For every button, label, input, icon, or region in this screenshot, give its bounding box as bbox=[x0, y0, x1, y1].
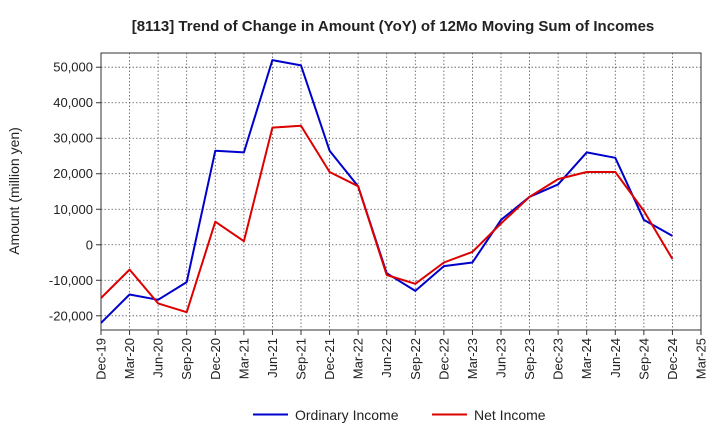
x-tick-label: Sep-22 bbox=[408, 338, 423, 380]
legend-label-net-income: Net Income bbox=[474, 407, 546, 423]
x-tick-label: Mar-25 bbox=[694, 338, 709, 379]
y-axis-label: Amount (million yen) bbox=[6, 127, 22, 255]
x-tick-label: Jun-24 bbox=[608, 338, 623, 378]
x-tick-label: Jun-22 bbox=[379, 338, 394, 378]
x-tick-label: Mar-24 bbox=[579, 338, 594, 379]
x-tick-label: Jun-20 bbox=[151, 338, 166, 378]
x-tick-label: Mar-21 bbox=[236, 338, 251, 379]
y-tick-label: -20,000 bbox=[49, 308, 93, 323]
legend-label-ordinary-income: Ordinary Income bbox=[295, 407, 399, 423]
y-tick-label: 30,000 bbox=[53, 131, 93, 146]
x-tick-label: Dec-20 bbox=[208, 338, 223, 380]
x-tick-label: Dec-23 bbox=[551, 338, 566, 380]
x-tick-label: Sep-20 bbox=[179, 338, 194, 380]
x-tick-label: Jun-21 bbox=[265, 338, 280, 378]
x-tick-label: Mar-20 bbox=[122, 338, 137, 379]
x-tick-label: Dec-19 bbox=[94, 338, 109, 380]
y-tick-label: 40,000 bbox=[53, 95, 93, 110]
x-tick-label: Sep-23 bbox=[522, 338, 537, 380]
series-layer bbox=[100, 59, 674, 324]
x-tick-label: Sep-21 bbox=[294, 338, 309, 380]
x-tick-label: Dec-22 bbox=[436, 338, 451, 380]
y-tick-label: 50,000 bbox=[53, 60, 93, 75]
x-tick-label: Dec-21 bbox=[322, 338, 337, 380]
x-tick-label: Sep-24 bbox=[636, 338, 651, 380]
axes: -20,000 -10,000 0 10,000 20,000 30,000 40,000 5… bbox=[49, 52, 709, 380]
x-tick-label: Mar-23 bbox=[465, 338, 480, 379]
x-tick-label: Jun-23 bbox=[494, 338, 509, 378]
plot-frame bbox=[100, 52, 702, 331]
y-tick-label: 20,000 bbox=[53, 166, 93, 181]
chart-title: [8113] Trend of Change in Amount (YoY) o… bbox=[132, 18, 655, 35]
y-tick-label: -10,000 bbox=[49, 273, 93, 288]
net-income-line bbox=[100, 124, 674, 314]
legend: Ordinary Income Net Income bbox=[253, 407, 546, 423]
y-tick-label: 10,000 bbox=[53, 202, 93, 217]
x-tick-label: Mar-22 bbox=[351, 338, 366, 379]
x-tick-label: Dec-24 bbox=[665, 338, 680, 380]
y-tick-label: 0 bbox=[86, 237, 93, 252]
